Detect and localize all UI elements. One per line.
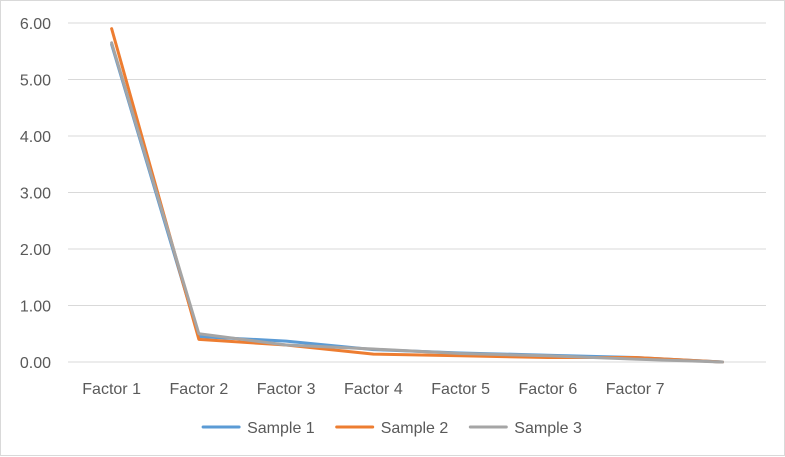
- legend-item-3: Sample 3: [468, 420, 582, 437]
- series-lines: [110, 27, 724, 364]
- x-tick-label: Factor 7: [606, 381, 665, 398]
- gridlines: [68, 22, 766, 306]
- series-line-2: [110, 27, 724, 364]
- y-tick-label: 4.00: [20, 129, 51, 146]
- series-line-1: [110, 42, 724, 364]
- y-tick-label: 5.00: [20, 73, 51, 90]
- legend-label: Sample 1: [247, 420, 315, 437]
- legend-label: Sample 2: [381, 420, 449, 437]
- x-tick-label: Factor 4: [344, 381, 403, 398]
- x-tick-label: Factor 6: [519, 381, 578, 398]
- x-tick-label: Factor 2: [170, 381, 229, 398]
- legend-item-1: Sample 1: [201, 420, 315, 437]
- y-tick-label: 0.00: [20, 355, 51, 372]
- legend: Sample 1 Sample 2 Sample 3: [201, 420, 582, 437]
- legend-label: Sample 3: [514, 420, 582, 437]
- legend-item-2: Sample 2: [335, 420, 449, 437]
- x-tick-label: Factor 5: [431, 381, 490, 398]
- y-tick-label: 2.00: [20, 242, 51, 259]
- series-line-3: [110, 41, 724, 364]
- y-axis-tick-labels: 0.00 1.00 2.00 3.00 4.00 5.00 6.00: [20, 16, 51, 372]
- x-tick-label: Factor 1: [82, 381, 141, 398]
- x-axis-tick-labels: Factor 1 Factor 2 Factor 3 Factor 4 Factor 5…: [82, 381, 664, 398]
- y-tick-label: 3.00: [20, 186, 51, 203]
- y-tick-label: 1.00: [20, 299, 51, 316]
- y-tick-label: 6.00: [20, 16, 51, 33]
- x-tick-label: Factor 3: [257, 381, 316, 398]
